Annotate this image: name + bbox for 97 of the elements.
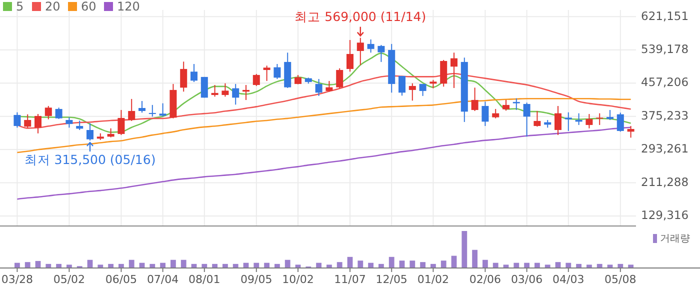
bar — [336, 262, 342, 268]
candlestick — [586, 113, 593, 129]
candlestick — [502, 99, 510, 112]
candlestick — [512, 98, 520, 110]
candlestick — [294, 74, 302, 85]
x-tick-label: 03/06 — [510, 273, 543, 286]
annotation: 최고 569,000 (11/14) — [294, 9, 426, 24]
bar — [462, 231, 468, 268]
bar — [628, 264, 634, 268]
candlestick — [55, 107, 62, 120]
candlestick — [128, 98, 136, 122]
bar — [388, 256, 394, 268]
x-tick-label: 05/08 — [604, 273, 636, 286]
candlestick — [232, 83, 240, 106]
candlestick — [222, 82, 229, 98]
bar — [482, 260, 488, 268]
x-tick-label: 09/05 — [240, 273, 272, 286]
bar — [410, 260, 416, 268]
candlestick — [606, 109, 614, 120]
bar — [66, 264, 72, 268]
bar — [284, 260, 290, 268]
bar — [358, 260, 364, 268]
x-tick-label: 12/05 — [376, 273, 408, 286]
candlestick — [482, 101, 489, 126]
bar — [420, 262, 426, 268]
x-tick-label: 05/02 — [53, 273, 86, 286]
x-tick-label: 11/07 — [334, 273, 366, 286]
candlestick — [492, 108, 500, 119]
bar — [586, 264, 592, 268]
candlestick — [367, 38, 374, 54]
x-tick-label: 04/03 — [552, 273, 584, 286]
x-tick-label: 01/02 — [417, 273, 450, 286]
candlestick — [616, 112, 624, 132]
legend-label: 60 — [81, 0, 96, 14]
bar — [440, 260, 446, 268]
x-tick-label: 06/05 — [105, 273, 138, 286]
candlestick — [211, 84, 218, 98]
candlestick — [315, 78, 322, 96]
candlestick — [564, 112, 572, 132]
candlestick — [274, 63, 281, 80]
x-tick-label: 07/04 — [146, 273, 179, 286]
candlestick — [159, 102, 166, 118]
y-tick-label: 375,233 — [641, 108, 689, 122]
y-tick-label: 621,151 — [641, 8, 689, 23]
bar — [170, 260, 176, 268]
candlestick — [356, 37, 364, 66]
bar — [98, 264, 104, 268]
candlestick — [471, 87, 478, 112]
candlestick — [180, 61, 188, 92]
candlestick — [398, 75, 406, 96]
candlestick — [14, 112, 21, 128]
line-series — [16, 98, 632, 154]
y-tick-label: 457,206 — [641, 75, 689, 90]
bar — [128, 260, 134, 268]
annotation: 최저 315,500 (05/16) — [24, 152, 156, 167]
candlestick — [408, 82, 416, 102]
y-tick-label: 211,288 — [641, 174, 689, 189]
y-tick-label: 539,178 — [641, 42, 689, 56]
legend-label: 120 — [117, 0, 140, 14]
candlestick — [24, 114, 32, 128]
bar — [472, 250, 478, 268]
candlestick — [66, 116, 73, 128]
bar — [326, 264, 332, 268]
legend-label: 5 — [16, 0, 24, 14]
candlestick — [326, 80, 333, 92]
candlestick — [346, 39, 354, 72]
candlestick — [596, 112, 604, 126]
candlestick — [138, 100, 146, 114]
bar — [24, 262, 30, 268]
candlestick — [252, 73, 260, 86]
candlestick — [523, 102, 530, 138]
y-tick-label: 293,261 — [641, 142, 689, 156]
candlestick — [534, 110, 541, 128]
candlestick — [554, 105, 562, 136]
candlestick — [190, 63, 198, 82]
legend-label: 20 — [45, 0, 60, 14]
x-tick-label: 03/28 — [1, 273, 34, 286]
x-tick-label: 10/02 — [282, 273, 314, 286]
candlestick — [86, 122, 94, 142]
candlestick — [263, 65, 270, 82]
bar — [544, 264, 550, 268]
candlestick — [118, 109, 125, 136]
candlestick — [450, 52, 458, 88]
candlestick — [44, 105, 52, 120]
candlestick — [336, 68, 344, 89]
x-tick-label: 02/06 — [469, 273, 502, 286]
candlestick — [627, 125, 634, 138]
y-tick-label: 129,316 — [641, 208, 689, 222]
x-tick-label: 08/01 — [188, 273, 220, 286]
candlestick — [34, 113, 42, 134]
candlestick — [440, 59, 448, 88]
candlestick — [148, 104, 156, 118]
legend-label: 거래량 — [660, 234, 690, 245]
candlestick — [378, 44, 385, 62]
bar — [180, 260, 186, 268]
line-series — [16, 126, 632, 200]
candlestick — [76, 120, 84, 130]
